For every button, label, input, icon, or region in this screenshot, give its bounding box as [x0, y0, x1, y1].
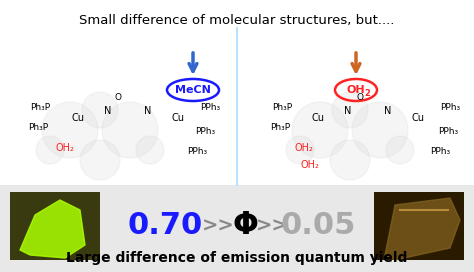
- Text: N: N: [344, 106, 352, 116]
- Text: Cu: Cu: [311, 113, 325, 123]
- Text: OH₂: OH₂: [301, 160, 319, 170]
- Text: PPh₃: PPh₃: [440, 104, 460, 113]
- Circle shape: [386, 136, 414, 164]
- Text: N: N: [144, 106, 152, 116]
- Text: Φ: Φ: [232, 212, 258, 240]
- Text: O: O: [115, 94, 121, 103]
- Text: Large difference of emission quantum yield: Large difference of emission quantum yie…: [66, 251, 408, 265]
- Text: Ph₃P: Ph₃P: [272, 103, 292, 112]
- Circle shape: [102, 102, 158, 158]
- Text: MeCN: MeCN: [175, 85, 211, 95]
- Text: Cu: Cu: [72, 113, 84, 123]
- Text: Cu: Cu: [411, 113, 425, 123]
- Text: >>: >>: [201, 217, 234, 236]
- FancyBboxPatch shape: [10, 192, 100, 260]
- Circle shape: [82, 92, 118, 128]
- Circle shape: [292, 102, 348, 158]
- Text: PPh₃: PPh₃: [187, 147, 207, 156]
- Circle shape: [286, 136, 314, 164]
- Text: Ph₃P: Ph₃P: [30, 103, 50, 112]
- Circle shape: [330, 140, 370, 180]
- Text: Cu: Cu: [172, 113, 184, 123]
- FancyBboxPatch shape: [0, 185, 474, 272]
- Polygon shape: [20, 200, 85, 258]
- Circle shape: [332, 92, 368, 128]
- Text: N: N: [104, 106, 112, 116]
- Circle shape: [136, 136, 164, 164]
- Circle shape: [352, 102, 408, 158]
- Text: 0.70: 0.70: [128, 212, 202, 240]
- Text: 0.05: 0.05: [280, 212, 356, 240]
- Text: OH: OH: [346, 85, 365, 95]
- Text: PPh₃: PPh₃: [195, 128, 215, 137]
- Text: Ph₃P: Ph₃P: [28, 122, 48, 131]
- Text: Small difference of molecular structures, but....: Small difference of molecular structures…: [79, 14, 395, 27]
- Text: Ph₃P: Ph₃P: [270, 122, 290, 131]
- Text: PPh₃: PPh₃: [200, 104, 220, 113]
- Circle shape: [42, 102, 98, 158]
- Text: OH₂: OH₂: [55, 143, 74, 153]
- Text: >>: >>: [255, 217, 288, 236]
- Text: 2: 2: [364, 88, 370, 97]
- Text: OH₂: OH₂: [294, 143, 313, 153]
- FancyBboxPatch shape: [374, 192, 464, 260]
- Polygon shape: [385, 198, 460, 260]
- Text: N: N: [384, 106, 392, 116]
- Text: PPh₃: PPh₃: [430, 147, 450, 156]
- Text: O: O: [356, 94, 364, 103]
- Circle shape: [36, 136, 64, 164]
- Circle shape: [80, 140, 120, 180]
- Text: PPh₃: PPh₃: [438, 128, 458, 137]
